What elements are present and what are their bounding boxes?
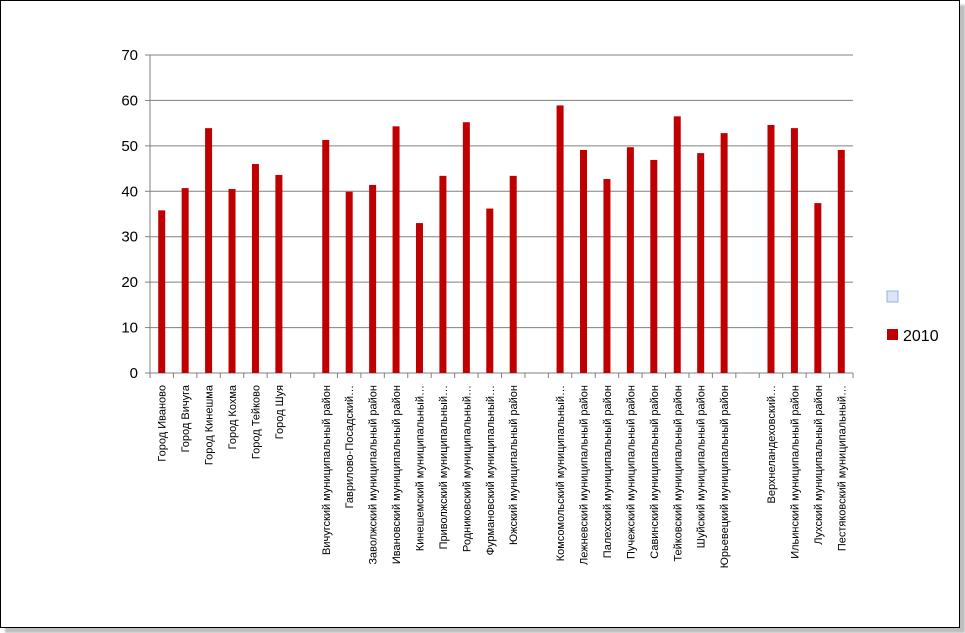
bar-2010-20 xyxy=(626,147,634,373)
bar-2010-27 xyxy=(790,128,798,373)
x-tick-label: Юрьевецкий муниципальный район xyxy=(719,385,731,568)
y-tick-label-60: 60 xyxy=(121,92,138,109)
x-tick-label: Гаврилово-Посадский… xyxy=(344,385,356,508)
y-tick-label-10: 10 xyxy=(121,320,138,337)
x-tick-label: Город Кинешма xyxy=(204,384,216,465)
x-tick-label: Заволжский муниципальный район xyxy=(368,385,380,565)
x-tick-label: Комсомольский муниципальный… xyxy=(555,385,567,561)
y-axis-ticks: 0 10 20 30 40 50 60 70 xyxy=(121,47,150,382)
axes xyxy=(149,55,854,378)
legend-swatch-blank xyxy=(886,290,899,303)
x-tick-label: Родниковский муниципальный… xyxy=(461,385,473,552)
x-tick-label: Город Иваново xyxy=(157,385,169,462)
x-tick-label: Лежневский муниципальный район xyxy=(579,385,591,565)
bar-2010-24 xyxy=(720,133,728,373)
bar-2010-3 xyxy=(228,189,236,373)
x-tick-label: Фурмановский муниципальный… xyxy=(485,385,497,555)
x-tick-label: Палехский муниципальный район xyxy=(602,385,614,558)
gridlines xyxy=(150,54,853,329)
bar-2010-15 xyxy=(509,175,517,373)
x-tick-label: Пестяковский муниципальный… xyxy=(836,385,848,551)
x-tick-label: Приволжский муниципальный… xyxy=(438,385,450,549)
bar-2010-9 xyxy=(369,184,377,373)
x-tick-label: Пучежский муниципальный район xyxy=(625,385,637,559)
bar-2010-19 xyxy=(603,179,611,373)
x-tick-label: Тейковский муниципальный район xyxy=(672,385,684,562)
legend-swatch-2010 xyxy=(887,329,898,340)
y-tick-label-0: 0 xyxy=(130,365,138,382)
bar-2010-13 xyxy=(462,122,470,373)
bar-2010-2 xyxy=(205,128,213,373)
bar-2010-21 xyxy=(650,159,658,373)
x-tick-label: Город Вичуга xyxy=(180,384,192,452)
bar-2010-29 xyxy=(837,149,845,373)
x-tick-label: Город Шуя xyxy=(274,385,286,439)
bar-2010-5 xyxy=(275,174,283,373)
bar-2010-10 xyxy=(392,126,400,373)
bar-2010-18 xyxy=(580,149,588,373)
bar-2010-4 xyxy=(251,164,259,373)
y-tick-label-70: 70 xyxy=(121,47,138,64)
legend: 2010 xyxy=(886,290,939,345)
x-tick-label: Верхнеландеховский… xyxy=(766,385,778,504)
bar-2010-17 xyxy=(556,105,564,373)
y-tick-label-20: 20 xyxy=(121,274,138,291)
x-tick-label: Шуйский муниципальный район xyxy=(696,385,708,548)
bar-2010-28 xyxy=(814,203,822,373)
x-tick-label: Город Кохма xyxy=(227,384,239,449)
x-tick-label: Ильинский муниципальный район xyxy=(789,385,801,559)
bars xyxy=(158,105,845,374)
x-tick-label: Лухский муниципальный район xyxy=(813,385,825,545)
bar-2010-1 xyxy=(181,188,189,373)
x-tick-label: Город Тейково xyxy=(250,385,262,459)
y-tick-label-50: 50 xyxy=(121,138,138,155)
x-tick-label: Вичугский муниципальный район xyxy=(321,385,333,555)
y-tick-label-30: 30 xyxy=(121,229,138,246)
bar-2010-12 xyxy=(439,175,447,373)
bar-2010-22 xyxy=(673,116,681,373)
y-tick-label-40: 40 xyxy=(121,183,138,200)
bar-2010-0 xyxy=(158,210,166,373)
bar-2010-26 xyxy=(767,124,775,374)
x-axis-labels: Город Иваново Город Вичуга Город Кинешма Го… xyxy=(157,384,849,568)
x-tick-label: Савинский муниципальный район xyxy=(649,385,661,559)
x-tick-label: Ивановский муниципальный район xyxy=(391,385,403,564)
bar-2010-11 xyxy=(415,223,423,373)
bar-2010-8 xyxy=(345,191,353,373)
bar-2010-7 xyxy=(322,139,330,373)
x-tick-label: Южский муниципальный район xyxy=(508,385,520,545)
bar-2010-23 xyxy=(697,153,705,373)
x-tick-label: Кинешемский муниципальный… xyxy=(414,385,426,551)
bar-2010-14 xyxy=(486,208,494,373)
legend-label-2010: 2010 xyxy=(903,328,939,345)
